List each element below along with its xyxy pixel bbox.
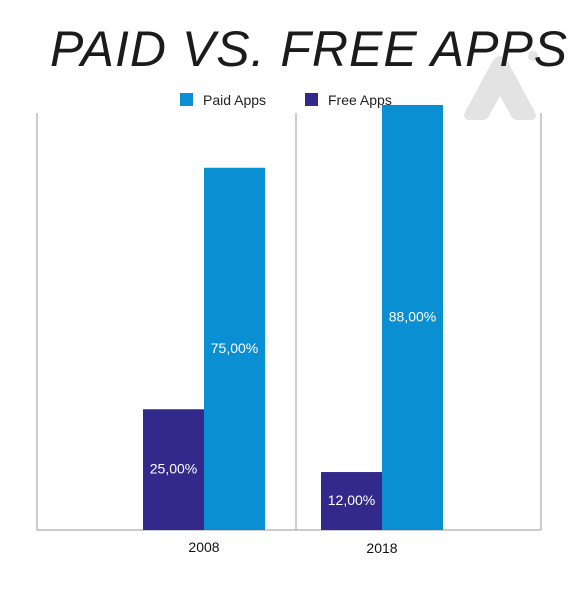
legend: Paid Apps Free Apps: [180, 92, 392, 108]
labels-layer: 25,00% 75,00% 12,00% 88,00%: [150, 308, 436, 508]
chart-title: PAID VS. FREE APPS: [50, 21, 568, 77]
stylized-a-logo-icon: [464, 51, 538, 120]
x-tick-label-2008: 2008: [188, 539, 219, 555]
bar-paid-apps-2018: [382, 104, 443, 531]
data-label-free-apps-2008: 25,00%: [150, 461, 197, 477]
data-label-paid-apps-2018: 88,00%: [389, 308, 436, 324]
x-tick-label-2018: 2018: [366, 540, 397, 556]
bar-free-apps-2008: [143, 409, 204, 530]
bars-layer: [143, 104, 443, 531]
ticks-layer: 2008 2018: [188, 539, 397, 556]
legend-label-paid-apps: Paid Apps: [203, 92, 266, 108]
data-label-paid-apps-2008: 75,00%: [211, 340, 258, 356]
legend-label-free-apps: Free Apps: [328, 92, 392, 108]
data-label-free-apps-2018: 12,00%: [328, 492, 375, 508]
legend-swatch-paid-apps: [180, 93, 193, 106]
bar-paid-apps-2008: [204, 167, 265, 530]
legend-swatch-free-apps: [305, 93, 318, 106]
bar-free-apps-2018: [321, 472, 382, 530]
